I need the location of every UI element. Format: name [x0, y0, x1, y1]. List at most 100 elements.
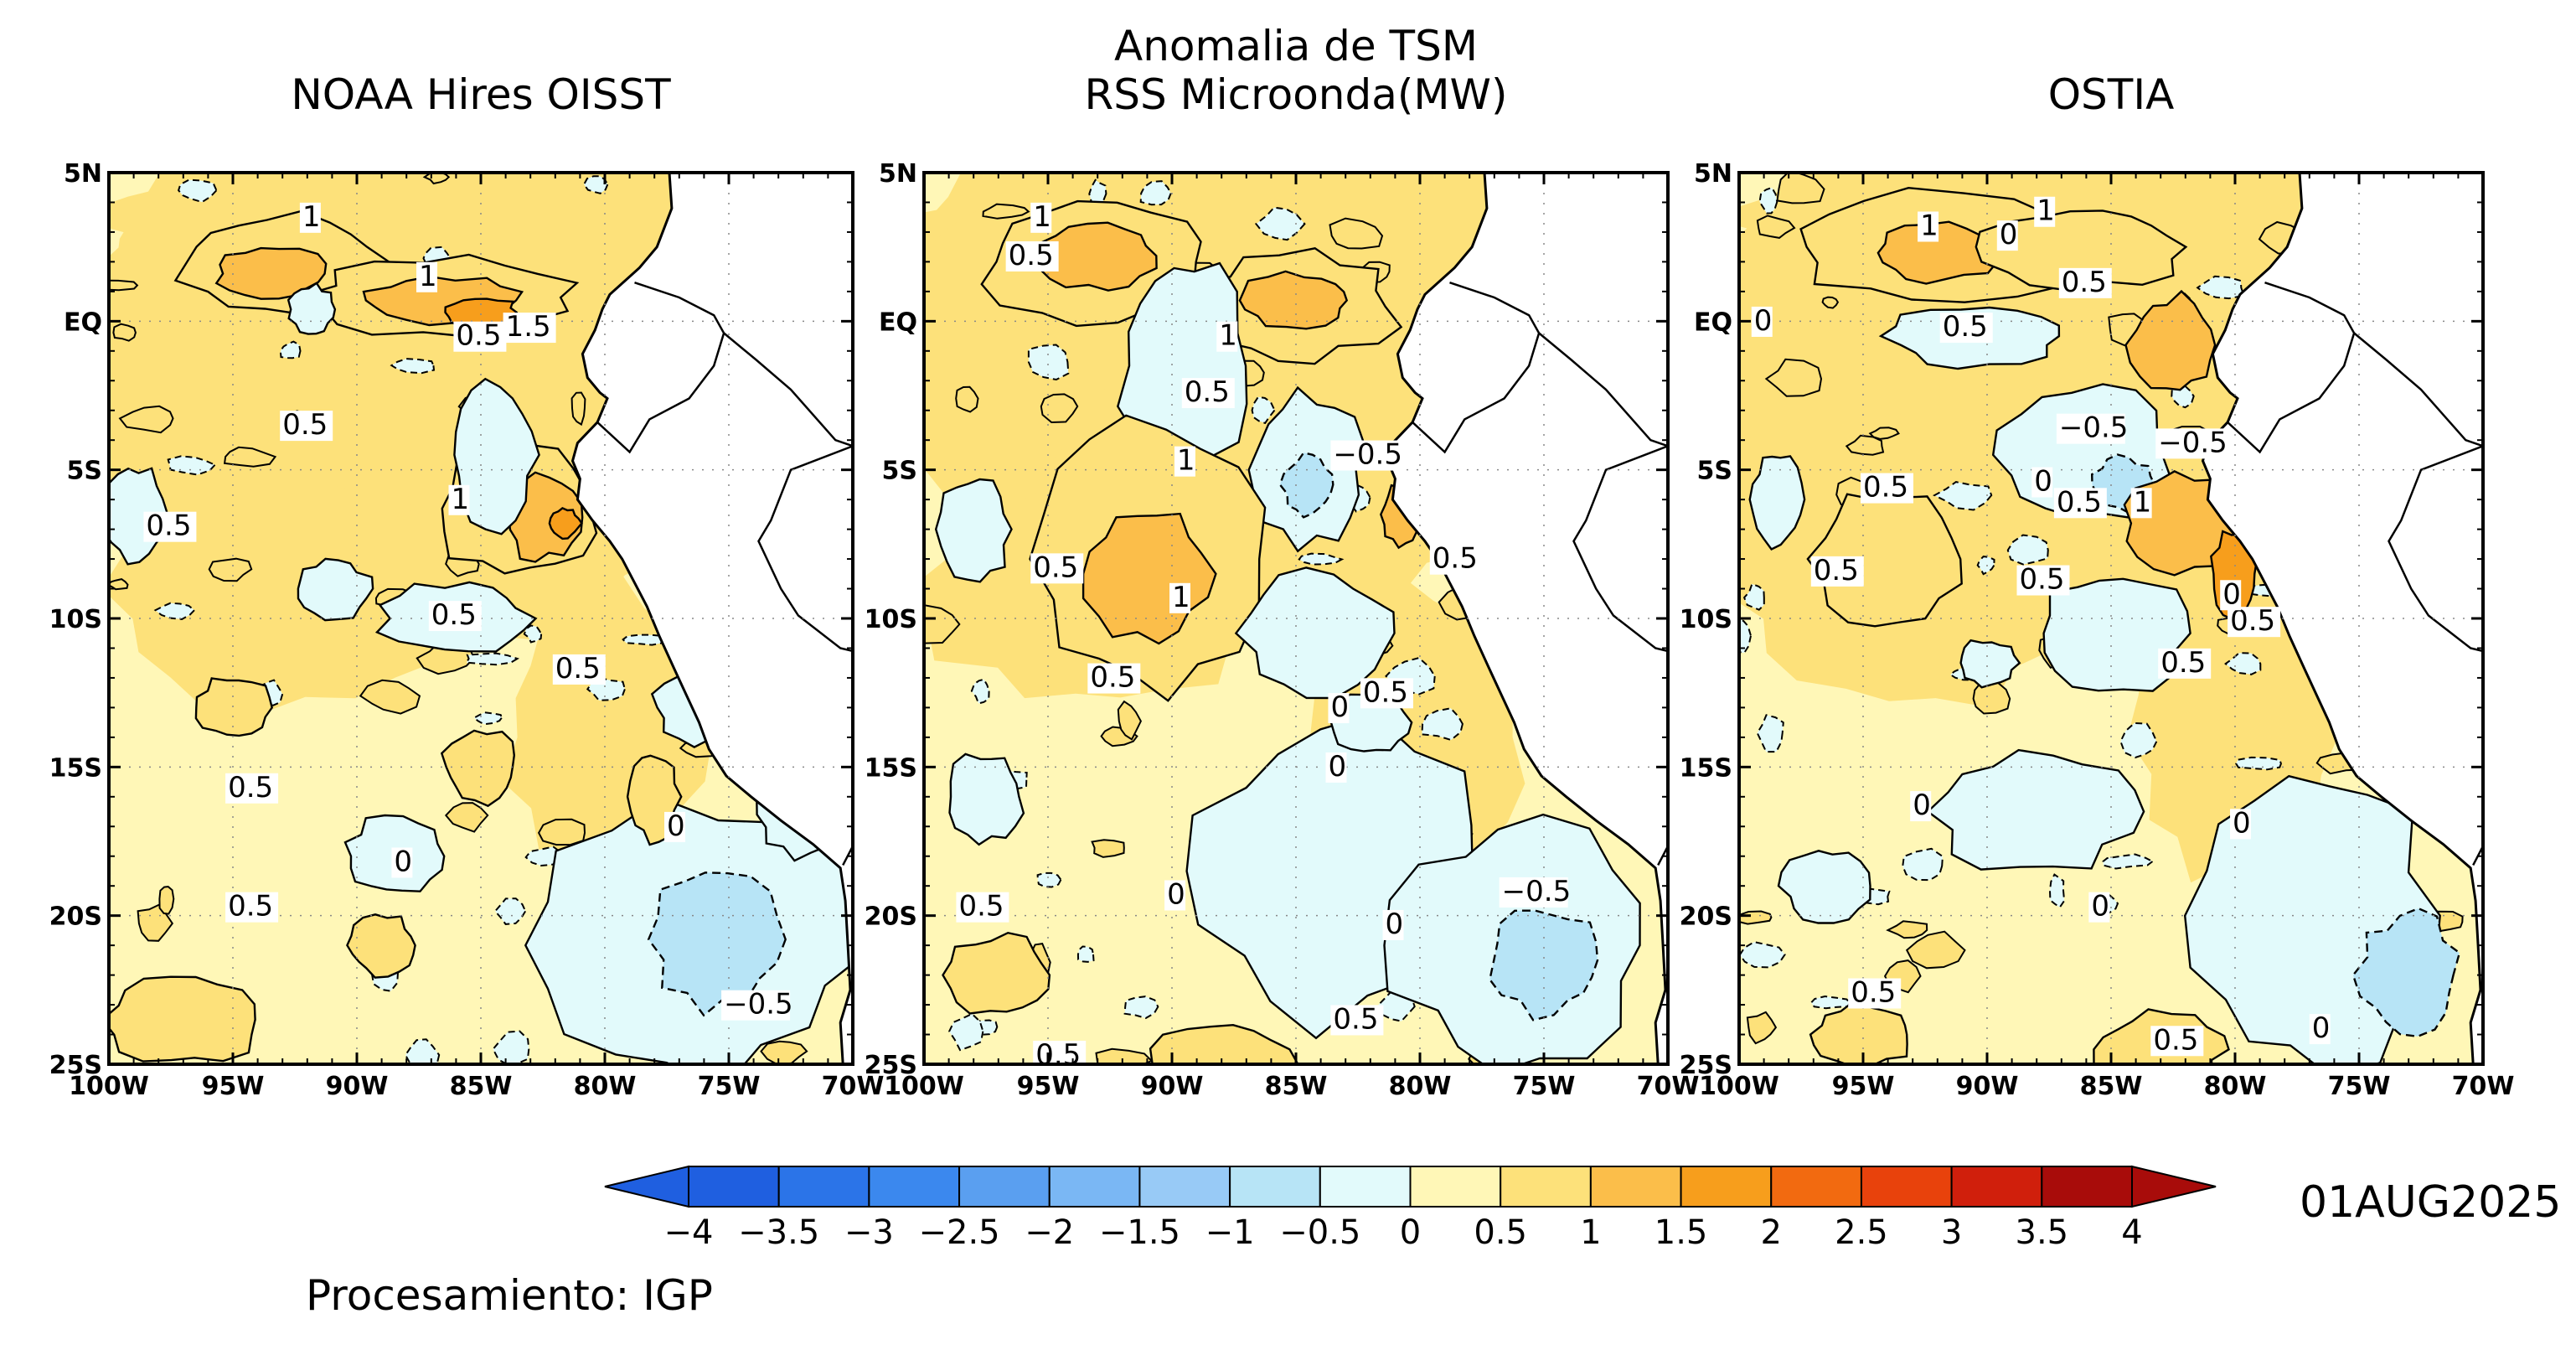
- contour-label-bg: [1360, 678, 1413, 709]
- contour-label-bg: [956, 892, 1009, 923]
- anomaly-speckle: [1251, 396, 1276, 425]
- contour-label: −0.5: [724, 988, 793, 1021]
- anomaly-speckle: [1758, 186, 1778, 215]
- panel-title-2: RSS Microonda(MW): [1085, 70, 1508, 119]
- anomaly-contour: [1234, 566, 1396, 700]
- anomaly-contour: [948, 752, 1025, 846]
- anomaly-contour: [1975, 209, 2188, 292]
- anomaly-speckle: [1123, 996, 1159, 1020]
- processing-credit: Procesamiento: IGP: [306, 1271, 713, 1320]
- lat-tick-label: 5S: [67, 457, 102, 486]
- contour-label: 0.5: [431, 598, 477, 632]
- contour-label: 0.5: [1090, 661, 1135, 695]
- anomaly-speckle: [492, 1030, 530, 1064]
- anomaly-speckle: [1868, 427, 1900, 440]
- contour-label: 1.5: [506, 310, 551, 344]
- contour-label-bg: [2031, 467, 2053, 498]
- anomaly-speckle: [1845, 434, 1885, 456]
- colorbar-label: 2: [1761, 1213, 1782, 1252]
- anomaly-speckle: [2048, 873, 2066, 909]
- anomaly-speckle: [177, 178, 218, 204]
- contour-label: 1: [419, 260, 437, 293]
- anomaly-speckle: [982, 203, 1030, 220]
- contour-label-bg: [2309, 1014, 2331, 1045]
- lat-tick-label: 5N: [64, 159, 102, 189]
- lat-tick-label: EQ: [1694, 308, 1732, 337]
- lat-tick-label: 25S: [865, 1051, 917, 1080]
- contour-label-bg: [2058, 267, 2112, 298]
- lat-tick-label: 5S: [1697, 457, 1732, 486]
- anomaly-contour: [346, 913, 416, 979]
- colorbar-label: 4: [2121, 1213, 2142, 1252]
- contour-label: −0.5: [2158, 426, 2228, 459]
- panel-title-1: NOAA Hires OISST: [291, 70, 671, 119]
- colorbar-box: [1950, 1166, 2043, 1208]
- lon-tick-label: 100W: [1699, 1072, 1779, 1101]
- coastline: [570, 173, 852, 1064]
- contour-label: 0: [1328, 750, 1346, 784]
- contour-label: 1: [1033, 200, 1051, 234]
- contour-label-bg: [664, 811, 685, 842]
- anomaly-speckle: [1764, 358, 1823, 397]
- colorbar-box: [1589, 1166, 1682, 1208]
- contour-label: 0: [1330, 690, 1349, 724]
- lat-tick-label: 20S: [865, 902, 917, 932]
- lon-tick-label: 75W: [698, 1072, 761, 1101]
- colorbar-label: −3: [844, 1213, 894, 1252]
- lon-tick-label: 95W: [202, 1072, 265, 1101]
- anomaly-speckle: [359, 679, 421, 715]
- contour-label: 0: [2233, 806, 2251, 840]
- contour-label-bg: [2158, 648, 2212, 679]
- anomaly-speckle: [924, 604, 961, 644]
- colorbar-box: [1680, 1166, 1773, 1208]
- lat-tick-label: 15S: [49, 753, 102, 783]
- colorbar-label: 1.5: [1655, 1213, 1708, 1252]
- contour-label-bg: [1325, 752, 1347, 783]
- colorbar-label: 3.5: [2016, 1213, 2069, 1252]
- contour-label-bg: [1216, 321, 1238, 352]
- lat-tick-label: 15S: [1680, 753, 1732, 783]
- anomaly-speckle: [1821, 296, 1840, 309]
- country-border: [2227, 282, 2356, 454]
- lat-tick-label: 25S: [1680, 1051, 1732, 1080]
- contour-label-bg: [1848, 978, 1902, 1009]
- anomaly-speckle: [112, 323, 137, 342]
- lon-tick-label: 100W: [69, 1072, 149, 1101]
- contour-label-bg: [1810, 556, 1864, 587]
- country-border: [1572, 445, 1668, 653]
- contour-label: 0.5: [228, 771, 273, 804]
- lon-tick-label: 90W: [1956, 1072, 2019, 1101]
- contour-label-bg: [1910, 791, 1932, 822]
- colorbar-label: 0: [1400, 1213, 1421, 1252]
- lon-tick-label: 95W: [1017, 1072, 1080, 1101]
- anomaly-speckle: [1886, 920, 1928, 939]
- colorbar-box: [1138, 1166, 1231, 1208]
- colorbar-label: −2: [1025, 1213, 1074, 1252]
- colorbar-label: −4: [664, 1213, 714, 1252]
- anomaly-speckle: [1040, 393, 1079, 424]
- anomaly-speckle: [1809, 995, 1851, 1010]
- contour-label: 0.5: [1363, 675, 1408, 709]
- anomaly-speckle: [1972, 680, 2011, 715]
- anomaly-contour: [194, 677, 274, 737]
- contour-label: 1: [1172, 581, 1190, 614]
- contour-label-bg: [1330, 440, 1400, 471]
- contour-label: 0.5: [146, 509, 191, 543]
- country-border: [1538, 332, 1668, 447]
- contour-label: 0: [1386, 908, 1404, 941]
- anomaly-speckle: [2235, 756, 2282, 771]
- contour-label: 0: [667, 809, 685, 843]
- anomaly-contour: [1809, 1000, 1908, 1064]
- contour-label: 0: [2034, 464, 2052, 498]
- contour-label-bg: [448, 484, 470, 515]
- anomaly-speckle: [1756, 215, 1796, 239]
- contour-label: 1: [2037, 194, 2055, 228]
- anomaly-speckle: [1742, 582, 1765, 611]
- lat-tick-label: 15S: [865, 753, 917, 783]
- anomaly-speckle: [570, 391, 586, 427]
- anomaly-fields: 1 1 0.5 1 0.5 −0.5 1 0.5 0.5 1 0.5 0 0.5 0 0 −0.5 0.5 0 0.…: [924, 173, 1668, 1064]
- lat-tick-label: 20S: [1680, 902, 1732, 932]
- country-border: [2353, 332, 2483, 447]
- anomaly-contour: [109, 975, 256, 1063]
- anomaly-speckle: [1902, 847, 1944, 882]
